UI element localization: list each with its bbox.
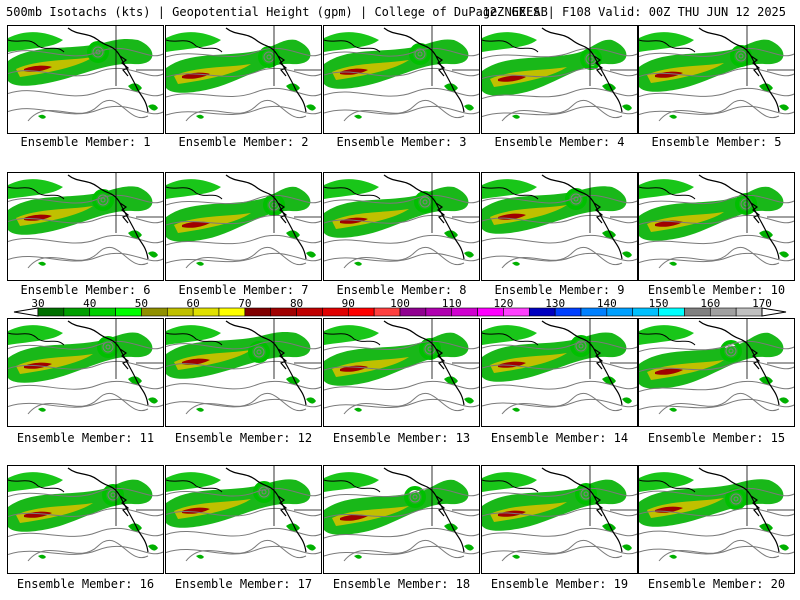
ensemble-member-caption: Ensemble Member: 1 bbox=[20, 135, 151, 149]
forecast-map bbox=[324, 173, 479, 269]
colorbar-tick-label: 160 bbox=[700, 297, 721, 310]
colorbar-tick-label: 110 bbox=[441, 297, 462, 310]
ensemble-member-caption: Ensemble Member: 6 bbox=[20, 283, 151, 297]
ensemble-member-caption: Ensemble Member: 12 bbox=[174, 431, 313, 445]
map-header: 500mb Isotachs (kts) | Geopotential Heig… bbox=[6, 4, 794, 20]
colorbar-tick-label: 140 bbox=[596, 297, 617, 310]
ensemble-member-map bbox=[323, 318, 480, 427]
ensemble-member-map bbox=[481, 25, 638, 134]
colorbar-tick-label: 130 bbox=[545, 297, 566, 310]
ensemble-member-caption: Ensemble Member: 15 bbox=[647, 431, 786, 445]
forecast-map bbox=[8, 26, 163, 122]
forecast-map bbox=[166, 26, 321, 122]
colorbar-tick-label: 100 bbox=[390, 297, 410, 310]
ensemble-member-map bbox=[165, 172, 322, 281]
ensemble-member-caption: Ensemble Member: 8 bbox=[336, 283, 467, 297]
ensemble-member-map bbox=[323, 25, 480, 134]
ensemble-member-map bbox=[638, 25, 795, 134]
forecast-map bbox=[639, 319, 794, 415]
ensemble-member-caption: Ensemble Member: 10 bbox=[647, 283, 786, 297]
ensemble-member-map bbox=[7, 25, 164, 134]
ensemble-member-caption: Ensemble Member: 19 bbox=[490, 577, 629, 591]
ensemble-member-map bbox=[7, 172, 164, 281]
ensemble-member-caption: Ensemble Member: 17 bbox=[174, 577, 313, 591]
colorbar-tick-label: 50 bbox=[134, 297, 149, 310]
ensemble-member-caption: Ensemble Member: 14 bbox=[490, 431, 629, 445]
forecast-map bbox=[482, 466, 637, 562]
ensemble-member-caption: Ensemble Member: 2 bbox=[178, 135, 309, 149]
colorbar-tick-label: 30 bbox=[31, 297, 45, 310]
ensemble-member-map bbox=[481, 318, 638, 427]
header-product-title: 500mb Isotachs (kts) | Geopotential Heig… bbox=[6, 5, 548, 19]
ensemble-member-map bbox=[165, 25, 322, 134]
ensemble-member-caption: Ensemble Member: 16 bbox=[16, 577, 155, 591]
header-model-valid-time: 12Z GEFS | F108 Valid: 00Z THU JUN 12 20… bbox=[482, 5, 786, 19]
ensemble-member-map bbox=[165, 465, 322, 574]
ensemble-member-map bbox=[481, 465, 638, 574]
ensemble-member-map bbox=[323, 172, 480, 281]
wind-speed-colorbar bbox=[13, 307, 787, 317]
forecast-map bbox=[639, 173, 794, 269]
forecast-map bbox=[324, 319, 479, 415]
ensemble-member-caption: Ensemble Member: 3 bbox=[336, 135, 467, 149]
ensemble-member-caption: Ensemble Member: 9 bbox=[494, 283, 625, 297]
forecast-map bbox=[482, 173, 637, 269]
colorbar-tick-label: 90 bbox=[341, 297, 355, 310]
forecast-map bbox=[324, 26, 479, 122]
ensemble-member-map bbox=[7, 465, 164, 574]
forecast-map bbox=[166, 319, 321, 415]
colorbar-tick-label: 150 bbox=[648, 297, 669, 310]
ensemble-member-caption: Ensemble Member: 5 bbox=[651, 135, 782, 149]
forecast-map bbox=[8, 319, 163, 415]
ensemble-member-caption: Ensemble Member: 4 bbox=[494, 135, 625, 149]
ensemble-member-map bbox=[165, 318, 322, 427]
forecast-map bbox=[166, 173, 321, 269]
ensemble-member-map bbox=[638, 465, 795, 574]
colorbar-tick-label: 40 bbox=[83, 297, 97, 310]
forecast-map bbox=[482, 319, 637, 415]
ensemble-member-caption: Ensemble Member: 7 bbox=[178, 283, 309, 297]
forecast-map bbox=[166, 466, 321, 562]
colorbar-tick-label: 170 bbox=[752, 297, 772, 310]
forecast-map bbox=[482, 26, 637, 122]
ensemble-member-caption: Ensemble Member: 11 bbox=[16, 431, 155, 445]
ensemble-member-caption: Ensemble Member: 18 bbox=[332, 577, 471, 591]
ensemble-member-caption: Ensemble Member: 13 bbox=[332, 431, 471, 445]
ensemble-member-map bbox=[481, 172, 638, 281]
colorbar-high-arrow bbox=[761, 307, 787, 317]
colorbar-tick-label: 80 bbox=[289, 297, 304, 310]
forecast-map bbox=[324, 466, 479, 562]
ensemble-member-caption: Ensemble Member: 20 bbox=[647, 577, 786, 591]
ensemble-member-map bbox=[638, 172, 795, 281]
forecast-map bbox=[8, 173, 163, 269]
ensemble-member-map bbox=[323, 465, 480, 574]
colorbar-tick-label: 120 bbox=[493, 297, 514, 310]
forecast-map bbox=[639, 26, 794, 122]
ensemble-member-map bbox=[638, 318, 795, 427]
ensemble-member-map bbox=[7, 318, 164, 427]
forecast-map bbox=[639, 466, 794, 562]
colorbar-tick-label: 70 bbox=[238, 297, 252, 310]
colorbar-tick-label: 60 bbox=[186, 297, 200, 310]
forecast-map bbox=[8, 466, 163, 562]
